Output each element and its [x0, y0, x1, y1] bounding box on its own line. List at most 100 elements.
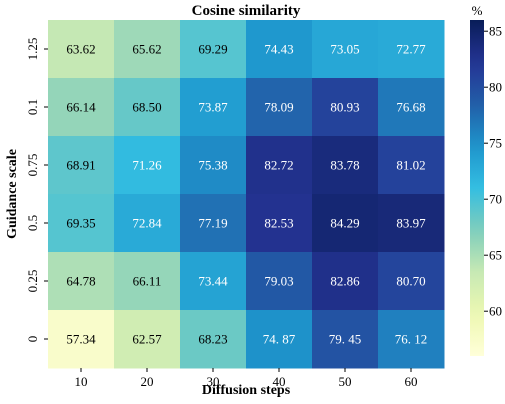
cell-value-label: 80.70: [396, 274, 425, 289]
colorbar-label: %: [472, 3, 483, 18]
heatmap-cell: [114, 194, 181, 253]
x-tick-label: 20: [141, 374, 154, 389]
cell-value-label: 73.87: [198, 100, 228, 115]
cell-value-label: 72.84: [132, 216, 162, 231]
heatmap-cell: [378, 252, 445, 311]
y-tick-label: 0.5: [25, 215, 40, 231]
cell-value-label: 66.11: [133, 274, 162, 289]
heatmap-cell: [48, 194, 115, 253]
heatmap-cells: 63.62 65.62 69.29 74.43 73.05 72.77 66.14 68.50…: [48, 20, 445, 369]
heatmap-cell: [48, 78, 115, 137]
heatmap-cell: [312, 252, 379, 311]
colorbar-tick-label: 75: [489, 136, 502, 151]
colorbar-tick-label: 70: [489, 192, 502, 207]
x-axis: 10 20 30 40 50 60: [75, 368, 418, 389]
cell-value-label: 83.97: [396, 216, 426, 231]
cell-value-label: 72.77: [396, 42, 426, 57]
heatmap-cell: [114, 136, 181, 195]
cell-value-label: 76. 12: [395, 332, 428, 347]
cell-value-label: 63.62: [66, 42, 95, 57]
cell-value-label: 57.34: [66, 332, 96, 347]
colorbar-tick-label: 80: [489, 80, 502, 95]
cell-value-label: 77.19: [198, 216, 227, 231]
heatmap-cell: [378, 194, 445, 253]
heatmap-cell: [246, 20, 313, 79]
colorbar-tick-label: 60: [489, 304, 502, 319]
heatmap-cell: [312, 78, 379, 137]
heatmap-cell: [180, 310, 247, 369]
y-tick-label: 0.25: [25, 270, 40, 293]
heatmap-cell: [180, 20, 247, 79]
cell-value-label: 68.50: [132, 100, 161, 115]
y-axis: 1.25 0.1 0.75 0.5 0.25 0: [25, 38, 48, 343]
cell-value-label: 83.78: [330, 158, 359, 173]
colorbar-gradient: [470, 20, 484, 356]
heatmap-cell: [48, 20, 115, 79]
x-tick-label: 30: [207, 374, 220, 389]
cell-value-label: 74.43: [264, 42, 293, 57]
y-tick-label: 0.1: [25, 99, 40, 115]
heatmap-cell: [180, 78, 247, 137]
cell-value-label: 79. 45: [329, 332, 362, 347]
heatmap-cell: [378, 310, 445, 369]
cell-value-label: 73.44: [198, 274, 228, 289]
x-axis-title: Diffusion steps: [202, 383, 291, 398]
colorbar-tick-label: 65: [489, 248, 502, 263]
heatmap-cell: [312, 20, 379, 79]
heatmap-cell: [114, 310, 181, 369]
heatmap-cell: [48, 310, 115, 369]
cell-value-label: 69.29: [198, 42, 227, 57]
cell-value-label: 71.26: [132, 158, 162, 173]
heatmap-cell: [246, 78, 313, 137]
y-tick-label: 0: [25, 336, 40, 343]
y-axis-title: Guidance scale: [5, 149, 20, 239]
x-tick-label: 60: [405, 374, 418, 389]
x-tick-label: 50: [339, 374, 352, 389]
cell-value-label: 65.62: [132, 42, 161, 57]
cell-value-label: 81.02: [396, 158, 425, 173]
heatmap-cell: [378, 78, 445, 137]
heatmap-cell: [378, 20, 445, 79]
cell-value-label: 78.09: [264, 100, 293, 115]
cell-value-label: 64.78: [66, 274, 95, 289]
x-tick-label: 40: [273, 374, 286, 389]
cell-value-label: 66.14: [66, 100, 96, 115]
cell-value-label: 74. 87: [263, 332, 296, 347]
cell-value-label: 62.57: [132, 332, 162, 347]
chart-title: Cosine similarity: [192, 3, 301, 19]
cell-value-label: 73.05: [330, 42, 359, 57]
cell-value-label: 68.23: [198, 332, 227, 347]
cell-value-label: 82.72: [264, 158, 293, 173]
cell-value-label: 82.53: [264, 216, 293, 231]
cell-value-label: 68.91: [66, 158, 95, 173]
heatmap-cell: [114, 252, 181, 311]
cell-value-label: 79.03: [264, 274, 293, 289]
heatmap-cell: [114, 20, 181, 79]
heatmap-cell: [312, 310, 379, 369]
heatmap-cell: [114, 78, 181, 137]
colorbar-tick-label: 85: [489, 24, 502, 39]
heatmap-cell: [180, 136, 247, 195]
cell-value-label: 80.93: [330, 100, 359, 115]
heatmap-cell: [312, 136, 379, 195]
heatmap-cell: [48, 252, 115, 311]
heatmap-cell: [378, 136, 445, 195]
y-tick-label: 1.25: [25, 38, 40, 61]
cell-value-label: 69.35: [66, 216, 95, 231]
x-tick-label: 10: [75, 374, 88, 389]
heatmap-cell: [246, 136, 313, 195]
heatmap-cell: [180, 252, 247, 311]
heatmap-cell: [246, 310, 313, 369]
heatmap-cell: [48, 136, 115, 195]
colorbar: 60 65 70 75 80 85: [470, 20, 502, 356]
heatmap-cell: [312, 194, 379, 253]
heatmap-cell: [246, 194, 313, 253]
heatmap-cell: [246, 252, 313, 311]
y-tick-label: 0.75: [25, 154, 40, 177]
cell-value-label: 82.86: [330, 274, 360, 289]
cell-value-label: 76.68: [396, 100, 425, 115]
cell-value-label: 84.29: [330, 216, 359, 231]
heatmap-cell: [180, 194, 247, 253]
cell-value-label: 75.38: [198, 158, 227, 173]
